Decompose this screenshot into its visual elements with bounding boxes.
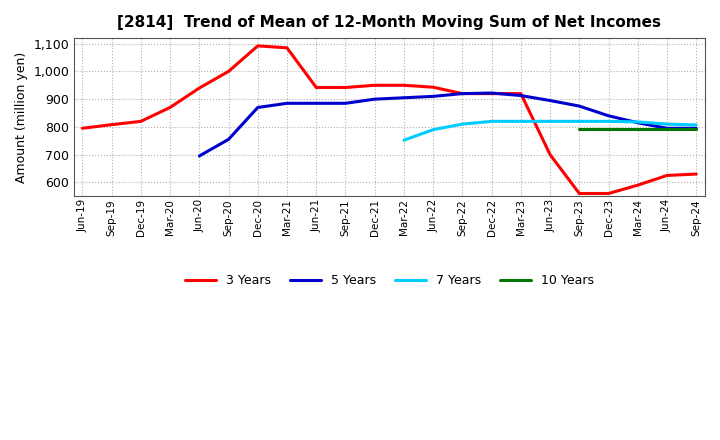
7 Years [487,119,496,124]
7 Years [604,119,613,124]
7 Years [429,127,438,132]
Title: [2814]  Trend of Mean of 12-Month Moving Sum of Net Incomes: [2814] Trend of Mean of 12-Month Moving … [117,15,661,30]
5 Years [487,90,496,95]
5 Years [429,94,438,99]
3 Years [546,152,554,157]
5 Years [575,103,584,109]
5 Years [400,95,408,100]
3 Years [604,191,613,196]
5 Years [634,120,642,125]
3 Years [224,69,233,74]
5 Years [662,126,671,131]
5 Years [224,137,233,142]
7 Years [458,121,467,127]
5 Years [253,105,262,110]
5 Years [458,91,467,96]
10 Years [634,126,642,132]
3 Years [107,122,116,127]
3 Years [78,126,86,131]
5 Years [604,113,613,118]
5 Years [312,101,320,106]
3 Years [458,91,467,96]
10 Years [692,126,701,132]
5 Years [370,96,379,102]
7 Years [634,119,642,125]
3 Years [370,83,379,88]
3 Years [634,183,642,188]
3 Years [312,85,320,90]
Legend: 3 Years, 5 Years, 7 Years, 10 Years: 3 Years, 5 Years, 7 Years, 10 Years [179,269,599,292]
3 Years [575,191,584,196]
5 Years [546,98,554,103]
7 Years [692,122,701,128]
Line: 5 Years: 5 Years [199,93,696,156]
3 Years [429,84,438,90]
5 Years [195,154,204,159]
5 Years [692,126,701,131]
7 Years [662,121,671,127]
3 Years [166,105,174,110]
5 Years [516,93,525,98]
7 Years [400,138,408,143]
10 Years [604,126,613,132]
3 Years [283,45,292,51]
7 Years [516,119,525,124]
3 Years [487,91,496,96]
3 Years [137,119,145,124]
5 Years [341,101,350,106]
Y-axis label: Amount (million yen): Amount (million yen) [15,51,28,183]
Line: 7 Years: 7 Years [404,121,696,140]
10 Years [662,126,671,132]
7 Years [575,119,584,124]
3 Years [253,43,262,48]
3 Years [341,85,350,90]
3 Years [516,91,525,96]
3 Years [195,85,204,91]
7 Years [546,119,554,124]
3 Years [662,173,671,178]
10 Years [575,126,584,132]
3 Years [400,83,408,88]
3 Years [692,172,701,177]
Line: 3 Years: 3 Years [82,46,696,194]
5 Years [283,101,292,106]
